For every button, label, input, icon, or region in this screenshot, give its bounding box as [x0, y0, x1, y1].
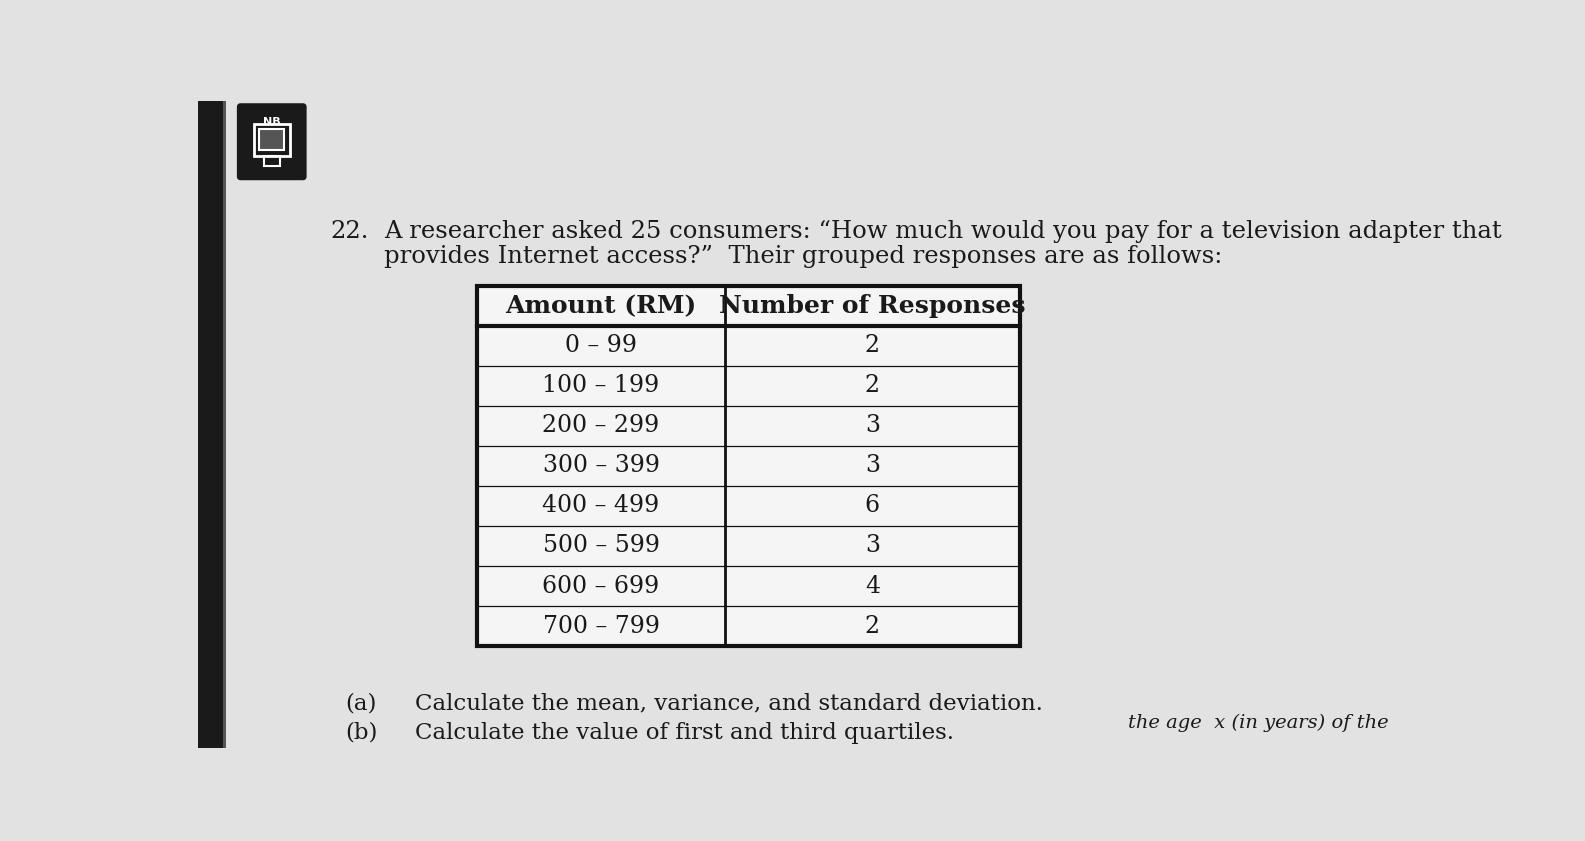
Text: 400 – 499: 400 – 499	[542, 495, 659, 517]
Bar	[223, 101, 227, 748]
Text: 200 – 299: 200 – 299	[542, 415, 659, 437]
Text: Number of Responses: Number of Responses	[720, 294, 1025, 318]
Text: 0 – 99: 0 – 99	[566, 334, 637, 357]
Text: 22.: 22.	[330, 220, 368, 243]
Text: 4: 4	[865, 574, 880, 597]
Text: 100 – 199: 100 – 199	[542, 374, 659, 397]
Bar	[477, 286, 1019, 646]
Text: 2: 2	[865, 615, 880, 637]
Text: the age  x (in years) of the: the age x (in years) of the	[1129, 714, 1388, 733]
Text: provides Internet access?”  Their grouped responses are as follows:: provides Internet access?” Their grouped…	[384, 245, 1222, 268]
Text: 3: 3	[865, 415, 880, 437]
Text: 3: 3	[865, 535, 880, 558]
Text: 700 – 799: 700 – 799	[542, 615, 659, 637]
Text: 2: 2	[865, 334, 880, 357]
Text: Calculate the mean, variance, and standard deviation.: Calculate the mean, variance, and standa…	[415, 692, 1043, 714]
Bar	[260, 129, 284, 151]
Text: (a): (a)	[346, 692, 377, 714]
Text: 500 – 599: 500 – 599	[542, 535, 659, 558]
Text: Amount (RM): Amount (RM)	[506, 294, 697, 318]
Text: 6: 6	[865, 495, 880, 517]
FancyBboxPatch shape	[236, 103, 306, 180]
Bar	[198, 101, 223, 748]
Text: 3: 3	[865, 454, 880, 478]
Text: NB: NB	[263, 118, 281, 128]
Bar	[254, 124, 290, 156]
Text: A researcher asked 25 consumers: “How much would you pay for a television adapte: A researcher asked 25 consumers: “How mu…	[384, 220, 1503, 243]
Bar	[265, 156, 279, 166]
Text: 600 – 699: 600 – 699	[542, 574, 659, 597]
Text: 2: 2	[865, 374, 880, 397]
Text: (b): (b)	[346, 722, 377, 743]
Text: Calculate the value of first and third quartiles.: Calculate the value of first and third q…	[415, 722, 954, 743]
Text: 300 – 399: 300 – 399	[542, 454, 659, 478]
